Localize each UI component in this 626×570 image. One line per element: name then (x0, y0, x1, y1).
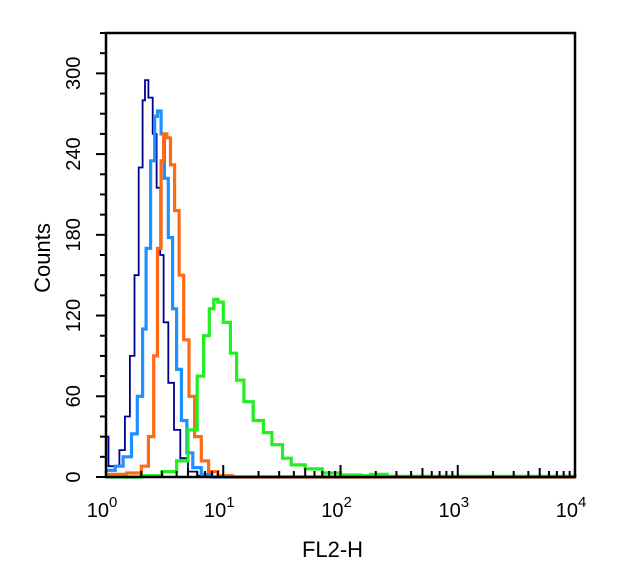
x-tick-label: 104 (556, 494, 587, 522)
y-tick-label: 60 (63, 385, 85, 407)
x-axis-tick-labels: 100 101 102 103 104 (87, 494, 587, 522)
x-axis-ticks (105, 465, 576, 477)
y-axis-ticks (96, 32, 106, 478)
y-tick-label: 120 (63, 299, 85, 332)
y-tick-label: 180 (63, 218, 85, 251)
y-tick-label: 0 (63, 471, 85, 482)
x-tick-label: 103 (438, 494, 469, 522)
y-tick-label: 300 (63, 57, 85, 90)
y-axis-title: Counts (30, 223, 55, 293)
series-layer (106, 79, 577, 479)
y-axis-tick-labels: 0 60 120 180 240 300 (63, 57, 85, 483)
x-axis-title: FL2-H (302, 537, 363, 562)
series-line-2 (106, 109, 575, 479)
plot-frame (104, 31, 577, 479)
series-line-3 (106, 132, 575, 479)
x-tick-label: 101 (204, 494, 235, 522)
series-line-1 (106, 79, 575, 478)
x-tick-label: 102 (321, 494, 352, 522)
y-tick-label: 240 (63, 137, 85, 170)
x-tick-label: 100 (87, 494, 118, 522)
